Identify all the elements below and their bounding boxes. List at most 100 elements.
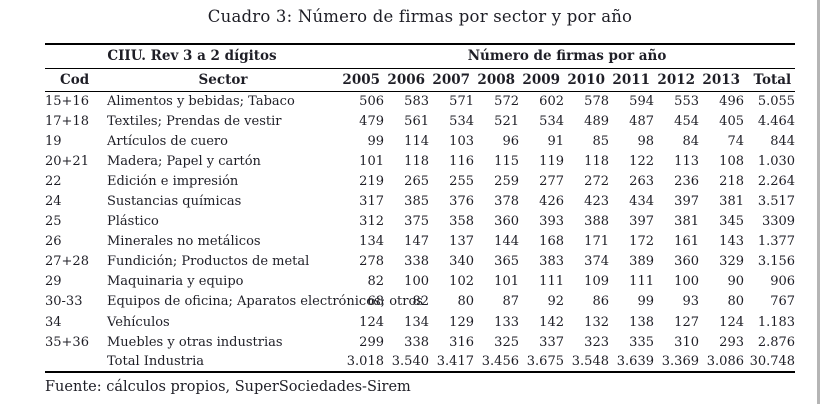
year-2013-cell: 405 — [719, 113, 744, 129]
column-header-row: Cod Sector 2005 2006 2007 2008 2009 2010 2011 201… — [45, 68, 796, 92]
year-2008-cell: 115 — [494, 153, 519, 169]
year-2009-cell: 393 — [539, 214, 564, 230]
year-2012-cell: 236 — [674, 173, 699, 189]
year-2009-cell: 426 — [539, 194, 564, 210]
year-2006-cell: 100 — [404, 274, 429, 290]
year-2007-cell: 80 — [457, 294, 474, 310]
cod-cell: 25 — [45, 214, 62, 230]
sector-cell: Sustancias químicas — [107, 194, 242, 210]
year-2012-cell: 127 — [674, 314, 699, 330]
total-cell: 3.156 — [757, 254, 796, 270]
table-row: 35+36 Muebles y otras industrias 299 338 316… — [45, 332, 795, 352]
table-row: 27+28 Fundición; Productos de metal 278 338… — [45, 252, 795, 272]
year-2011-cell: 122 — [629, 153, 654, 169]
year-2013-cell: 74 — [727, 133, 744, 149]
cod-cell — [45, 352, 107, 374]
column-header-total: Total — [744, 68, 796, 92]
year-2005-cell: 134 — [359, 234, 384, 250]
year-2005-cell: 506 — [359, 93, 384, 109]
year-2007-cell: 3.417 — [429, 352, 474, 374]
year-2009-cell: 168 — [539, 234, 564, 250]
sector-cell: Artículos de cuero — [107, 133, 228, 149]
table-caption: Cuadro 3: Número de firmas por sector y … — [207, 7, 633, 26]
window-edge-line — [817, 0, 820, 404]
cod-cell: 29 — [45, 274, 62, 290]
year-2012-cell: 310 — [674, 334, 699, 350]
cod-cell: 24 — [45, 194, 62, 210]
year-2007-cell: 129 — [449, 314, 474, 330]
year-2009-cell: 111 — [539, 274, 564, 290]
year-2011-cell: 335 — [629, 334, 654, 350]
year-2006-cell: 134 — [404, 314, 429, 330]
column-header-2011: 2011 — [609, 68, 654, 92]
table-row: 19 Artículos de cuero 99 114 103 96 91 85 98 84 74… — [45, 131, 795, 151]
table-row: 34 Vehículos 124 134 129 133 142 132 138 127 124 1.… — [45, 312, 795, 332]
sector-cell: Muebles y otras industrias — [107, 334, 283, 350]
year-2010-cell: 272 — [584, 173, 609, 189]
year-2007-cell: 103 — [449, 133, 474, 149]
firms-by-sector-table: CIIU. Rev 3 a 2 dígitos Número de firmas… — [45, 43, 796, 374]
column-header-2013: 2013 — [699, 68, 744, 92]
year-2011-cell: 98 — [637, 133, 654, 149]
total-cell: 1.183 — [757, 314, 796, 330]
year-2006-cell: 3.540 — [384, 352, 429, 374]
sector-cell: Edición e impresión — [107, 173, 239, 189]
total-cell: 3309 — [761, 214, 796, 230]
year-2013-cell: 345 — [719, 214, 744, 230]
year-2010-cell: 171 — [584, 234, 609, 250]
total-cell: 1.377 — [757, 234, 796, 250]
group-header-ciiu: CIIU. Rev 3 a 2 dígitos — [45, 43, 339, 69]
year-2008-cell: 521 — [494, 113, 519, 129]
table-row: 20+21 Madera; Papel y cartón 101 118 116 115 1… — [45, 151, 795, 171]
year-2005-cell: 3.018 — [339, 352, 384, 374]
sector-cell: Maquinaria y equipo — [107, 274, 244, 290]
year-2005-cell: 68 — [367, 294, 384, 310]
cod-cell: 15+16 — [45, 93, 89, 109]
year-2010-cell: 132 — [584, 314, 609, 330]
year-2013-cell: 218 — [719, 173, 744, 189]
year-2008-cell: 378 — [494, 194, 519, 210]
total-cell: 4.464 — [757, 113, 796, 129]
cod-cell: 22 — [45, 173, 62, 189]
year-2007-cell: 571 — [449, 93, 474, 109]
year-2012-cell: 84 — [682, 133, 699, 149]
sector-cell: Total Industria — [107, 352, 339, 374]
sector-cell: Equipos de oficina; Aparatos electrónico… — [107, 294, 423, 310]
year-2013-cell: 3.086 — [699, 352, 744, 374]
cod-cell: 26 — [45, 234, 62, 250]
total-cell: 3.517 — [757, 194, 796, 210]
year-2005-cell: 101 — [359, 153, 384, 169]
year-2011-cell: 397 — [629, 214, 654, 230]
column-header-2005: 2005 — [339, 68, 384, 92]
year-2006-cell: 561 — [404, 113, 429, 129]
year-2012-cell: 161 — [674, 234, 699, 250]
year-2006-cell: 82 — [412, 294, 429, 310]
year-2009-cell: 91 — [547, 133, 564, 149]
year-2012-cell: 553 — [674, 93, 699, 109]
sector-cell: Alimentos y bebidas; Tabaco — [107, 93, 295, 109]
table-row: 26 Minerales no metálicos 134 147 137 144 168 1… — [45, 232, 795, 252]
table-row: 25 Plástico 312 375 358 360 393 388 397 381 345 330… — [45, 212, 795, 232]
sector-cell: Fundición; Productos de metal — [107, 254, 310, 270]
year-2006-cell: 118 — [404, 153, 429, 169]
total-cell: 1.030 — [757, 153, 796, 169]
sector-cell: Textiles; Prendas de vestir — [107, 113, 282, 129]
year-2013-cell: 381 — [719, 194, 744, 210]
year-2010-cell: 374 — [584, 254, 609, 270]
year-2008-cell: 259 — [494, 173, 519, 189]
year-2008-cell: 572 — [494, 93, 519, 109]
year-2007-cell: 116 — [449, 153, 474, 169]
year-2008-cell: 144 — [494, 234, 519, 250]
year-2009-cell: 142 — [539, 314, 564, 330]
cod-cell: 20+21 — [45, 153, 89, 169]
year-2006-cell: 338 — [404, 334, 429, 350]
year-2010-cell: 423 — [584, 194, 609, 210]
total-cell: 906 — [770, 274, 796, 290]
cod-cell: 35+36 — [45, 334, 89, 350]
year-2009-cell: 277 — [539, 173, 564, 189]
year-2012-cell: 113 — [674, 153, 699, 169]
year-2013-cell: 329 — [719, 254, 744, 270]
cod-cell: 19 — [45, 133, 62, 149]
year-2010-cell: 3.548 — [564, 352, 609, 374]
year-2007-cell: 255 — [449, 173, 474, 189]
